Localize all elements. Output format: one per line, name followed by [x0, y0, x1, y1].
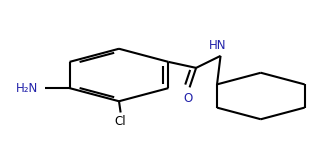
Text: H₂N: H₂N — [16, 82, 38, 95]
Text: HN: HN — [209, 39, 226, 52]
Text: Cl: Cl — [115, 115, 126, 128]
Text: O: O — [183, 92, 193, 105]
